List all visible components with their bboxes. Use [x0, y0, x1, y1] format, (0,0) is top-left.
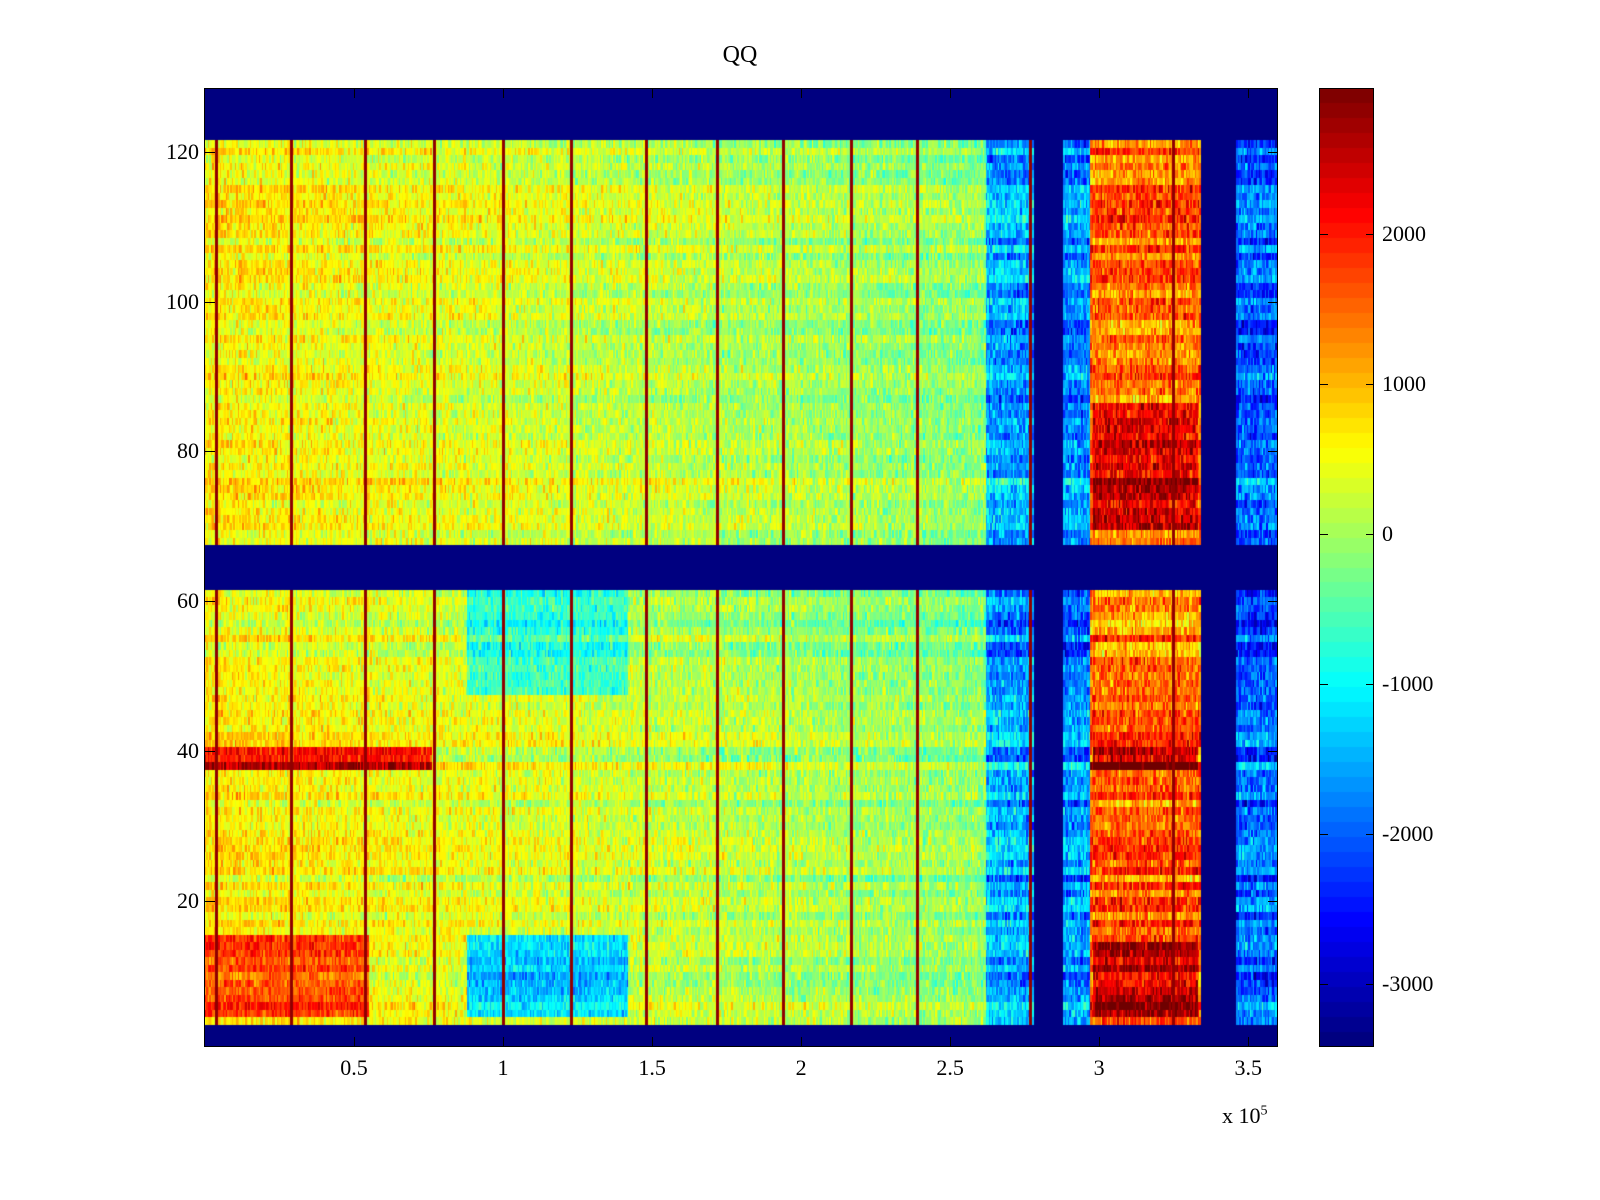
y-tick-mark-right: [1268, 900, 1278, 902]
colorbar-tick-mark-right: [1366, 983, 1374, 985]
colorbar-tick-mark-right: [1366, 533, 1374, 535]
x-tick-mark: [354, 1037, 356, 1047]
x-multiplier-base: x 10: [1222, 1103, 1261, 1128]
colorbar-tick-mark-right: [1366, 833, 1374, 835]
colorbar-tick-mark-right: [1366, 383, 1374, 385]
colorbar-tick-label: -1000: [1382, 670, 1434, 696]
colorbar-tick-mark: [1320, 833, 1328, 835]
y-tick-mark-right: [1268, 751, 1278, 753]
x-multiplier-exponent: 5: [1260, 1103, 1268, 1119]
colorbar-tick-mark-right: [1366, 233, 1374, 235]
y-tick-mark-right: [1268, 151, 1278, 153]
y-tick-mark: [205, 451, 215, 453]
y-tick-mark: [205, 151, 215, 153]
y-tick-label: 60: [177, 588, 199, 614]
colorbar-tick-label: 1000: [1382, 370, 1426, 396]
x-tick-mark: [1248, 1037, 1250, 1047]
y-tick-label: 80: [177, 438, 199, 464]
y-tick-mark: [205, 301, 215, 303]
colorbar-tick-label: -2000: [1382, 820, 1434, 846]
y-tick-mark-right: [1268, 301, 1278, 303]
colorbar-tick-mark: [1320, 533, 1328, 535]
colorbar-tick-mark: [1320, 233, 1328, 235]
x-tick-label: 2.5: [936, 1055, 964, 1080]
x-tick-mark: [801, 1037, 803, 1047]
colorbar-tick-label: 0: [1382, 520, 1393, 546]
colorbar-tick-label: 2000: [1382, 220, 1426, 246]
colorbar: [1320, 88, 1374, 1047]
x-tick-mark-top: [1248, 88, 1250, 98]
x-tick-label: 1: [497, 1055, 509, 1080]
x-tick-mark: [1099, 1037, 1101, 1047]
y-tick-label: 100: [166, 288, 199, 314]
x-tick-label: 0.5: [340, 1055, 368, 1080]
colorbar-tick-mark: [1320, 983, 1328, 985]
y-tick-mark-right: [1268, 601, 1278, 603]
x-tick-label: 3: [1093, 1055, 1105, 1080]
x-tick-mark-top: [801, 88, 803, 98]
x-tick-mark: [503, 1037, 505, 1047]
x-tick-mark: [950, 1037, 952, 1047]
y-tick-mark: [205, 751, 215, 753]
x-tick-mark-top: [652, 88, 654, 98]
colorbar-tick-mark: [1320, 683, 1328, 685]
y-tick-label: 120: [166, 138, 199, 164]
x-tick-label: 2: [795, 1055, 807, 1080]
x-tick-mark: [652, 1037, 654, 1047]
colorbar-tick-label: -3000: [1382, 970, 1434, 996]
x-tick-mark-top: [503, 88, 505, 98]
x-tick-label: 3.5: [1234, 1055, 1262, 1080]
y-tick-label: 40: [177, 738, 199, 764]
x-tick-mark-top: [354, 88, 356, 98]
colorbar-tick-mark: [1320, 383, 1328, 385]
x-axis-multiplier: x 105: [1222, 1103, 1268, 1129]
y-tick-mark-right: [1268, 451, 1278, 453]
x-tick-mark-top: [1099, 88, 1101, 98]
y-tick-mark: [205, 900, 215, 902]
heatmap-image: [205, 88, 1278, 1047]
x-tick-mark-top: [950, 88, 952, 98]
chart-title: QQ: [722, 42, 758, 68]
y-tick-mark: [205, 601, 215, 603]
y-tick-label: 20: [177, 887, 199, 913]
colorbar-tick-mark-right: [1366, 683, 1374, 685]
x-tick-label: 1.5: [638, 1055, 666, 1080]
